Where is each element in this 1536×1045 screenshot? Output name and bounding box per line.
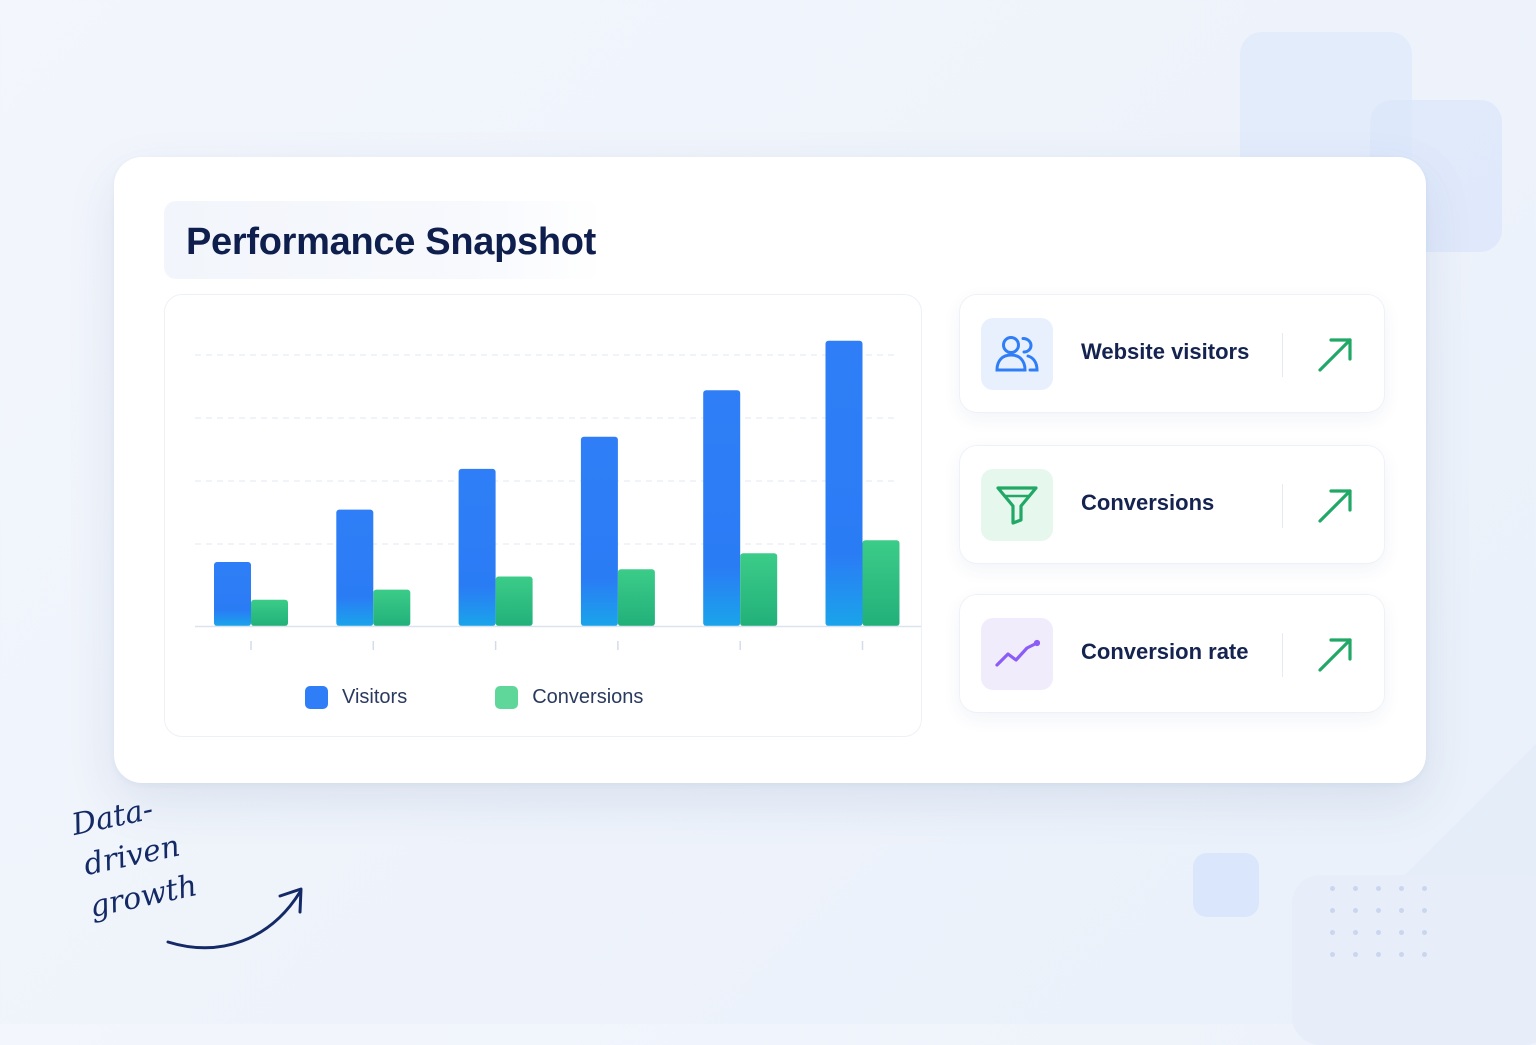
bar-conversions-1: [251, 599, 288, 626]
kpi-label: Conversion rate: [1081, 639, 1249, 664]
decor-square: [1292, 875, 1536, 1045]
users-icon: [981, 318, 1053, 390]
bar-conversions-3: [495, 576, 533, 626]
bar-visitors-3: [458, 468, 496, 626]
decor-dot: [1422, 930, 1427, 935]
kpi-label: Website visitors: [1081, 339, 1250, 364]
decor-dot: [1422, 952, 1427, 957]
up-arrow-icon: [1315, 635, 1355, 680]
bar-conversions-5: [740, 553, 778, 627]
decor-dot: [1353, 930, 1358, 935]
decor-dot: [1399, 930, 1404, 935]
decor-dot: [1330, 908, 1335, 913]
bar-conversions-2: [373, 589, 411, 626]
bar-conversions-4: [617, 569, 655, 626]
decor-dot: [1376, 952, 1381, 957]
kpi-card-conversions[interactable]: Conversions: [959, 445, 1385, 564]
legend-swatch-conversions: [495, 685, 519, 709]
legend-label-conversions: Conversions: [532, 685, 644, 708]
curved-arrow-icon: [166, 887, 303, 950]
trend-line-icon: [981, 618, 1053, 690]
divider: [1282, 333, 1283, 377]
chart-panel: Visitors Conversions: [164, 294, 922, 737]
kpi-label: Conversions: [1081, 490, 1215, 515]
decor-dot-grid: [1330, 886, 1440, 966]
decor-square: [1193, 853, 1259, 917]
up-arrow-icon: [1315, 335, 1355, 380]
decor-dot: [1353, 952, 1358, 957]
funnel-icon: [981, 469, 1053, 541]
decor-dot: [1422, 886, 1427, 891]
bar-visitors-6: [825, 340, 863, 626]
bar-visitors-5: [703, 390, 741, 626]
decor-dot: [1330, 886, 1335, 891]
decor-dot: [1376, 886, 1381, 891]
decor-dot: [1353, 908, 1358, 913]
bar-visitors-1: [214, 562, 251, 626]
page-title: Performance Snapshot: [186, 221, 596, 263]
bar-conversions-6: [862, 540, 900, 626]
decor-dot: [1422, 908, 1427, 913]
legend-swatch-visitors: [305, 685, 328, 709]
decor-dot: [1330, 952, 1335, 957]
up-arrow-icon: [1315, 486, 1355, 531]
legend-item-conversions: Conversions: [495, 685, 644, 709]
kpi-card-conversion-rate[interactable]: Conversion rate: [959, 594, 1385, 713]
divider: [1282, 633, 1283, 677]
decor-dot: [1353, 886, 1358, 891]
decor-dot: [1376, 908, 1381, 913]
decor-dot: [1330, 930, 1335, 935]
decor-dot: [1399, 886, 1404, 891]
chart-legend: Visitors Conversions: [305, 682, 731, 712]
performance-card: Performance Snapshot Visito: [114, 157, 1426, 783]
bar-visitors-2: [336, 509, 374, 626]
divider: [1282, 484, 1283, 528]
bar-visitors-4: [580, 436, 618, 626]
bar-chart: [195, 340, 921, 650]
kpi-card-website-visitors[interactable]: Website visitors: [959, 294, 1385, 413]
decor-dot: [1376, 930, 1381, 935]
title-banner: Performance Snapshot: [164, 201, 604, 279]
decor-dot: [1399, 908, 1404, 913]
legend-item-visitors: Visitors: [305, 685, 408, 709]
legend-label-visitors: Visitors: [342, 685, 408, 708]
decor-dot: [1399, 952, 1404, 957]
